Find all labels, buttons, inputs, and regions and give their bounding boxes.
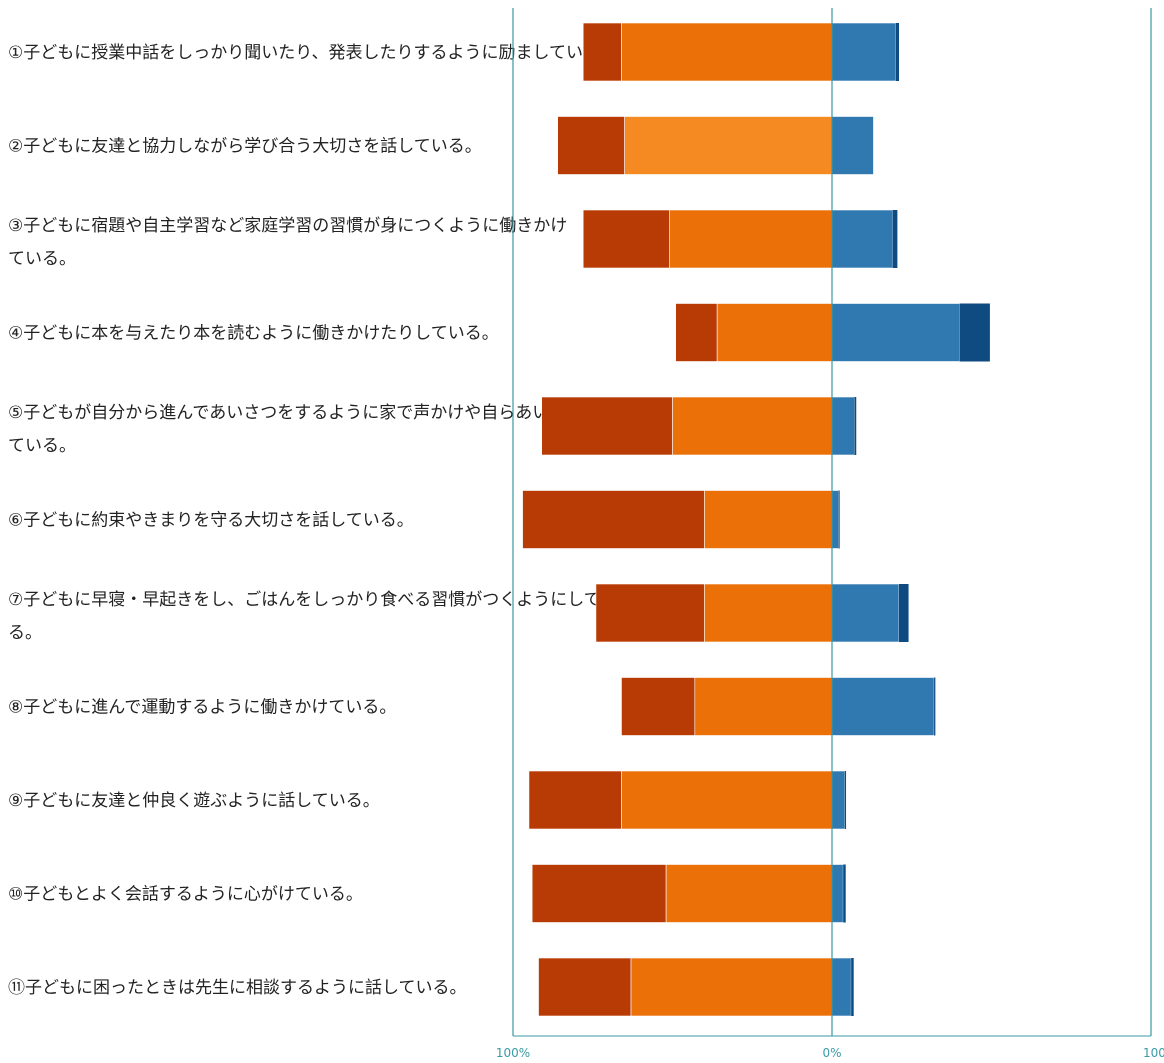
x-tick-label: 100% [496,1046,530,1060]
bar-positive [831,957,852,1017]
category-label: ④子どもに本を与えたり本を読むように働きかけたりしている。 [8,324,499,344]
bar-negative [669,209,833,269]
bar-strong-positive [854,397,857,455]
bar-negative [704,490,833,549]
category-label: ③子どもに宿題や自主学習など家庭学習の習慣が身につくように働きかけている。 [8,216,567,269]
axes: 100% 0% 100% [496,8,1164,1060]
category-label: ⑦子どもに早寝・早起きをし、ごはんをしっかり食べる習慣がつくようにしている。 [8,589,618,643]
category-label-line: ている。 [8,249,76,269]
bar-strong-positive [959,303,990,362]
bar-strong-positive [838,490,840,549]
category-label: ⑤子どもが自分から進んであいさつをするように家で声かけや自らあいさつしている。 [8,403,600,456]
category-label-line: ①子どもに授業中話をしっかり聞いたり、発表したりするように励ましている。 [8,43,617,63]
bar-positive [831,583,900,643]
category-label: ⑧子どもに進んで運動するように働きかけている。 [8,698,396,718]
bar-negative [624,116,833,175]
bar-strong-negative [522,490,705,549]
category-label-line: ⑦子どもに早寝・早起きをし、ごはんをしっかり食べる習慣がつくようにしてい [8,589,618,610]
bar-negative [630,957,833,1017]
bar-positive [831,770,846,830]
bar-strong-negative [582,22,622,82]
category-label: ①子どもに授業中話をしっかり聞いたり、発表したりするように励ましている。 [8,43,617,63]
category-label-line: ⑤子どもが自分から進んであいさつをするように家で声かけや自らあいさつし [8,403,600,423]
bar-negative [694,677,833,736]
bar-strong-negative [675,303,718,362]
bar-positive [831,677,935,736]
category-label-line: ⑨子どもに友達と仲良く遊ぶように話している。 [8,791,380,811]
bar-negative [716,303,833,362]
bar-negative [621,22,833,82]
bar-strong-negative [595,583,705,643]
bar-strong-positive [851,958,854,1016]
bar-negative [672,396,833,456]
bar-strong-positive [844,771,847,829]
bar-negative [665,864,833,923]
category-label-line: ④子どもに本を与えたり本を読むように働きかけたりしている。 [8,324,499,344]
bar-positive [831,116,874,175]
bar-positive [831,864,844,923]
category-label-line: ⑪子どもに困ったときは先生に相談するように話している。 [8,978,467,998]
bar-strong-negative [531,864,667,923]
bar-strong-negative [582,209,670,269]
bar-strong-negative [557,116,625,175]
category-label: ⑪子どもに困ったときは先生に相談するように話している。 [8,978,467,998]
category-label: ②子どもに友達と協力しながら学び合う大切さを話している。 [8,137,482,157]
category-label-line: ③子どもに宿題や自主学習など家庭学習の習慣が身につくように働きかけ [8,216,567,236]
bar-strong-positive [934,677,936,736]
bars [522,22,990,1017]
bar-positive [831,209,893,269]
category-label-line: ⑩子どもとよく会話するように心がけている。 [8,885,363,905]
category-label: ⑩子どもとよく会話するように心がけている。 [8,885,363,905]
bar-positive [831,22,897,82]
category-label: ⑥子どもに約束やきまりを守る大切さを話している。 [8,511,414,531]
category-label: ⑨子どもに友達と仲良く遊ぶように話している。 [8,791,380,811]
bar-strong-positive [892,210,898,268]
bar-strong-negative [621,677,696,736]
x-tick-label: 0% [822,1046,841,1060]
category-label-line: る。 [8,623,42,643]
bar-positive [831,396,855,456]
category-label-line: ている。 [8,436,76,456]
bar-strong-negative [528,770,622,830]
bar-strong-positive [898,584,909,642]
bar-negative [621,770,833,830]
bar-strong-positive [895,23,899,81]
category-label-line: ⑧子どもに進んで運動するように働きかけている。 [8,698,396,718]
bar-strong-negative [541,396,673,456]
category-label-line: ⑥子どもに約束やきまりを守る大切さを話している。 [8,511,414,531]
bar-strong-positive [843,864,846,923]
bar-negative [704,583,833,643]
bar-positive [831,303,960,362]
x-tick-label: 100% [1143,1046,1164,1060]
category-label-line: ②子どもに友達と協力しながら学び合う大切さを話している。 [8,137,482,157]
bar-positive [831,490,839,549]
bar-strong-negative [538,957,632,1017]
category-labels: ①子どもに授業中話をしっかり聞いたり、発表したりするように励ましている。 ②子ども… [8,43,618,998]
